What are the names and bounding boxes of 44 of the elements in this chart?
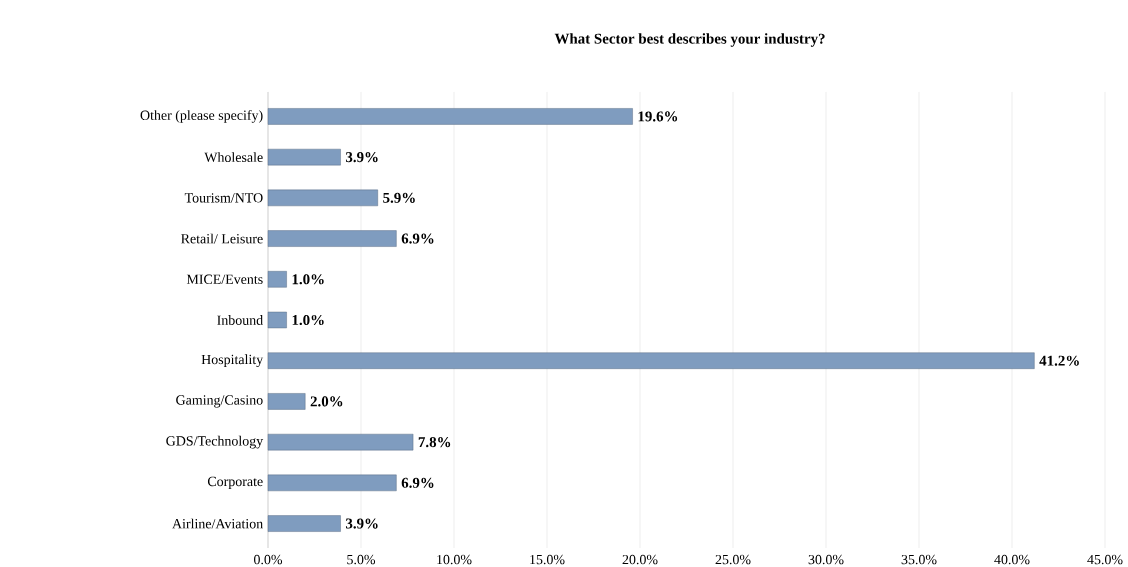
chart-title: What Sector best describes your industry? <box>554 33 825 47</box>
x-tick-label: 0.0% <box>254 554 283 565</box>
data-label: 7.8% <box>418 437 451 448</box>
data-label: 3.9% <box>345 152 378 163</box>
bar <box>267 352 1035 369</box>
bar <box>267 148 341 166</box>
x-tick-label: 15.0% <box>530 554 565 565</box>
x-tick-label: 25.0% <box>715 554 751 565</box>
data-label: 41.2% <box>1039 355 1079 366</box>
data-label: 3.9% <box>345 518 378 529</box>
x-tick-label: 40.0% <box>994 554 1030 565</box>
y-tick-label: Other (please specify) <box>140 110 263 123</box>
bar <box>267 393 306 410</box>
x-tick-label: 30.0% <box>808 554 844 565</box>
y-tick-label: Retail/ Leisure <box>181 233 263 244</box>
y-tick-label: Inbound <box>217 315 263 325</box>
data-label: 6.9% <box>401 233 434 244</box>
y-tick-label: GDS/Technology <box>166 435 264 449</box>
y-tick-label: MICE/Events <box>186 274 263 284</box>
bar <box>267 108 633 125</box>
bar <box>267 433 414 451</box>
y-tick-label: Corporate <box>207 476 263 489</box>
x-tick-label: 35.0% <box>901 554 937 565</box>
x-tick-label: 45.0% <box>1087 554 1123 565</box>
data-label: 5.9% <box>383 192 415 203</box>
bar <box>267 230 397 247</box>
bar <box>267 515 341 532</box>
data-label: 1.0% <box>292 274 324 285</box>
y-tick-label: Gaming/Casino <box>176 395 263 408</box>
y-tick-label: Wholesale <box>204 152 263 163</box>
data-label: 2.0% <box>310 396 343 407</box>
x-tick-label: 20.0% <box>622 554 658 565</box>
y-tick-label: Tourism/NTO <box>184 193 263 203</box>
x-tick-label: 10.0% <box>437 554 472 565</box>
y-tick-label: Airline/Aviation <box>172 518 263 529</box>
bar <box>267 474 397 492</box>
data-label: 6.9% <box>401 477 434 488</box>
data-label: 1.0% <box>292 314 324 326</box>
bar <box>267 189 378 207</box>
data-label: 19.6% <box>638 111 678 122</box>
bar <box>267 271 287 288</box>
bar <box>267 311 287 329</box>
y-tick-label: Hospitality <box>201 354 264 368</box>
x-tick-label: 5.0% <box>347 554 376 565</box>
